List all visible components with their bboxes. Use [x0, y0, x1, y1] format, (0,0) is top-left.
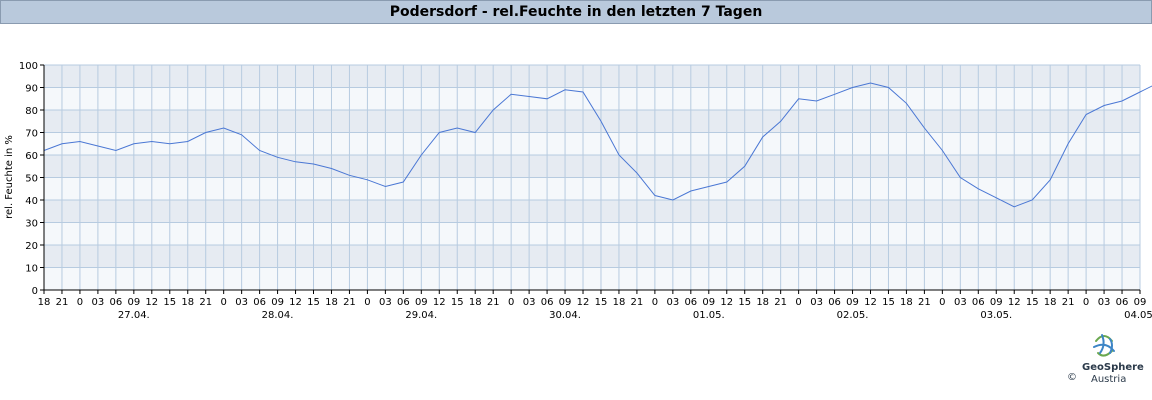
- x-tick-label: 06: [541, 297, 554, 308]
- x-tick-label: 06: [684, 297, 697, 308]
- y-tick-label: 30: [25, 219, 38, 230]
- x-tick-label: 06: [828, 297, 841, 308]
- x-tick-label: 06: [1116, 297, 1129, 308]
- x-tick-label: 0: [77, 297, 83, 308]
- x-tick-label: 0: [939, 297, 945, 308]
- x-tick-label: 09: [559, 297, 572, 308]
- y-tick-label: 40: [25, 196, 38, 207]
- plot-band: [44, 110, 1140, 133]
- x-tick-label: 18: [325, 297, 338, 308]
- x-tick-label: 15: [595, 297, 608, 308]
- x-tick-label: 09: [846, 297, 859, 308]
- x-tick-label: 18: [613, 297, 626, 308]
- x-tick-label: 18: [756, 297, 769, 308]
- date-label: 30.04.: [549, 310, 581, 321]
- x-tick-label: 18: [900, 297, 913, 308]
- date-label: 27.04.: [118, 310, 150, 321]
- y-tick-label: 50: [25, 174, 38, 185]
- x-tick-label: 21: [199, 297, 212, 308]
- x-tick-label: 03: [379, 297, 392, 308]
- x-tick-label: 18: [38, 297, 51, 308]
- plot-band: [44, 200, 1140, 223]
- x-tick-label: 09: [990, 297, 1003, 308]
- plot-band: [44, 245, 1140, 268]
- x-tick-label: 21: [56, 297, 69, 308]
- x-tick-label: 15: [451, 297, 464, 308]
- x-tick-label: 03: [954, 297, 967, 308]
- date-label: 03.05.: [980, 310, 1012, 321]
- x-tick-label: 15: [307, 297, 320, 308]
- chart-title-bar: Podersdorf - rel.Feuchte in den letzten …: [0, 0, 1152, 24]
- x-tick-label: 12: [864, 297, 877, 308]
- geosphere-logo-icon: [1093, 334, 1115, 357]
- x-tick-label: 0: [364, 297, 370, 308]
- x-tick-label: 0: [652, 297, 658, 308]
- x-tick-label: 12: [577, 297, 590, 308]
- x-tick-label: 0: [508, 297, 514, 308]
- x-tick-label: 09: [1134, 297, 1147, 308]
- x-tick-label: 21: [1062, 297, 1075, 308]
- y-axis-label: rel. Feuchte in %: [4, 135, 15, 219]
- x-tick-label: 12: [720, 297, 733, 308]
- x-tick-label: 06: [253, 297, 266, 308]
- x-tick-label: 21: [918, 297, 931, 308]
- x-tick-label: 03: [92, 297, 105, 308]
- plot-band: [44, 155, 1140, 178]
- date-label: 28.04.: [262, 310, 294, 321]
- x-tick-label: 09: [127, 297, 140, 308]
- x-tick-label: 15: [882, 297, 895, 308]
- date-label: 02.05.: [837, 310, 869, 321]
- humidity-series-line: [43, 82, 1152, 208]
- x-tick-label: 03: [523, 297, 536, 308]
- y-tick-label: 70: [25, 129, 38, 140]
- x-tick-label: 21: [487, 297, 500, 308]
- date-label: 29.04.: [405, 310, 437, 321]
- x-tick-label: 12: [1008, 297, 1021, 308]
- x-tick-label: 03: [810, 297, 823, 308]
- x-tick-label: 18: [181, 297, 194, 308]
- y-tick-label: 20: [25, 241, 38, 252]
- x-tick-label: 21: [774, 297, 787, 308]
- chart-title: Podersdorf - rel.Feuchte in den letzten …: [389, 4, 763, 20]
- x-tick-label: 06: [972, 297, 985, 308]
- x-tick-label: 09: [415, 297, 428, 308]
- date-label: 04.05.: [1124, 310, 1152, 321]
- x-tick-label: 15: [1026, 297, 1039, 308]
- y-tick-label: 100: [19, 61, 38, 72]
- y-tick-label: 90: [25, 84, 38, 95]
- x-tick-label: 21: [631, 297, 644, 308]
- y-tick-label: 0: [32, 286, 38, 297]
- x-tick-label: 18: [469, 297, 482, 308]
- x-tick-label: 0: [220, 297, 226, 308]
- x-tick-label: 09: [271, 297, 284, 308]
- x-tick-label: 12: [433, 297, 446, 308]
- x-tick-label: 21: [343, 297, 356, 308]
- x-tick-label: 0: [1083, 297, 1089, 308]
- copyright-symbol: ©: [1067, 372, 1077, 383]
- y-tick-label: 80: [25, 106, 38, 117]
- x-tick-label: 15: [738, 297, 751, 308]
- y-tick-label: 60: [25, 151, 38, 162]
- plot-band: [44, 65, 1140, 88]
- logo-subtitle: Austria: [1091, 374, 1127, 385]
- x-tick-label: 03: [666, 297, 679, 308]
- x-tick-label: 03: [235, 297, 248, 308]
- x-tick-label: 09: [702, 297, 715, 308]
- x-tick-label: 06: [110, 297, 123, 308]
- x-tick-label: 0: [795, 297, 801, 308]
- date-label: 01.05.: [693, 310, 725, 321]
- x-tick-label: 12: [289, 297, 302, 308]
- x-tick-label: 03: [1098, 297, 1111, 308]
- x-tick-label: 15: [163, 297, 176, 308]
- y-tick-label: 10: [25, 264, 38, 275]
- logo-name: GeoSphere: [1082, 362, 1144, 373]
- x-tick-label: 06: [397, 297, 410, 308]
- x-tick-label: 12: [145, 297, 158, 308]
- x-tick-label: 18: [1044, 297, 1057, 308]
